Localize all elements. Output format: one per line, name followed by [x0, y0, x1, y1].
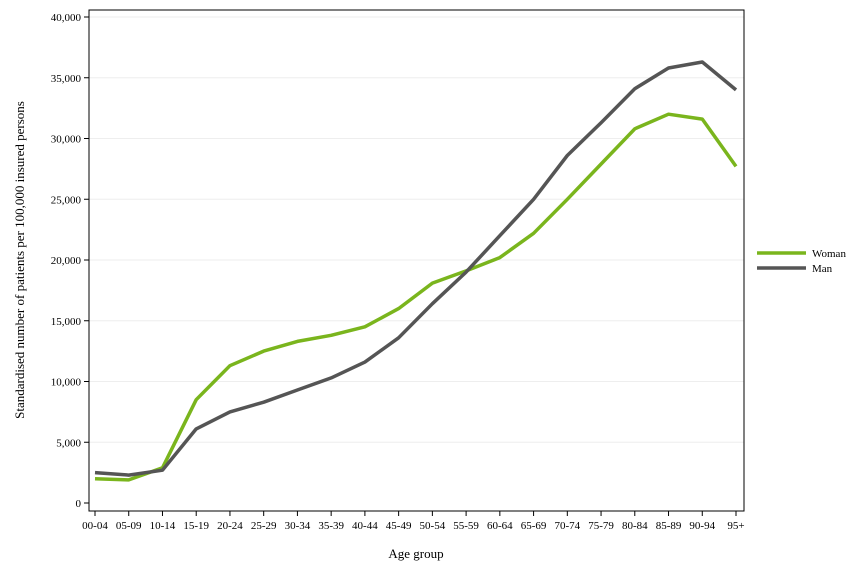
- legend-label-woman: Woman: [812, 248, 846, 260]
- y-tick-label: 35,000: [51, 73, 82, 85]
- y-tick-label: 10,000: [51, 377, 82, 389]
- y-tick-label: 5,000: [56, 437, 81, 449]
- x-tick-label: 75-79: [588, 520, 614, 532]
- x-tick-label: 00-04: [82, 520, 108, 532]
- x-tick-label: 10-14: [150, 520, 176, 532]
- x-tick-label: 40-44: [352, 520, 378, 532]
- x-tick-label: 65-69: [521, 520, 547, 532]
- x-axis: 00-04 05-09 10-14 15-19 20-24 25-29 30-34 35-39…: [82, 511, 745, 532]
- y-tick-label: 20,000: [51, 255, 82, 267]
- x-tick-label: 90-94: [689, 520, 715, 532]
- series-line-man: [94, 60, 738, 477]
- x-tick-label: 55-59: [453, 520, 479, 532]
- y-tick-label: 40,000: [51, 12, 82, 24]
- x-tick-label: 05-09: [116, 520, 142, 532]
- y-axis: 0 5,000 10,000 15,000 20,000 25,000 30,000 35,0…: [51, 12, 89, 510]
- x-tick-label: 60-64: [487, 520, 513, 532]
- y-axis-title: Standardised number of patients per 100,…: [12, 101, 27, 419]
- y-tick-label: 25,000: [51, 194, 82, 206]
- legend: Woman Man: [757, 248, 846, 275]
- x-tick-label: 15-19: [183, 520, 209, 532]
- series-lines: [94, 60, 738, 482]
- y-tick-label: 30,000: [51, 134, 82, 146]
- x-tick-label: 20-24: [217, 520, 243, 532]
- x-tick-label: 25-29: [251, 520, 277, 532]
- y-tick-label: 0: [76, 498, 82, 510]
- x-tick-label: 70-74: [554, 520, 580, 532]
- x-axis-title: Age group: [388, 546, 443, 561]
- x-tick-label: 80-84: [622, 520, 648, 532]
- series-line-woman: [94, 112, 738, 482]
- y-tick-label: 15,000: [51, 316, 82, 328]
- x-tick-label: 85-89: [656, 520, 682, 532]
- x-tick-label: 45-49: [386, 520, 412, 532]
- legend-label-man: Man: [812, 263, 833, 275]
- x-tick-label: 95+: [727, 520, 744, 532]
- x-tick-label: 35-39: [318, 520, 344, 532]
- x-tick-label: 30-34: [285, 520, 311, 532]
- x-tick-label: 50-54: [420, 520, 446, 532]
